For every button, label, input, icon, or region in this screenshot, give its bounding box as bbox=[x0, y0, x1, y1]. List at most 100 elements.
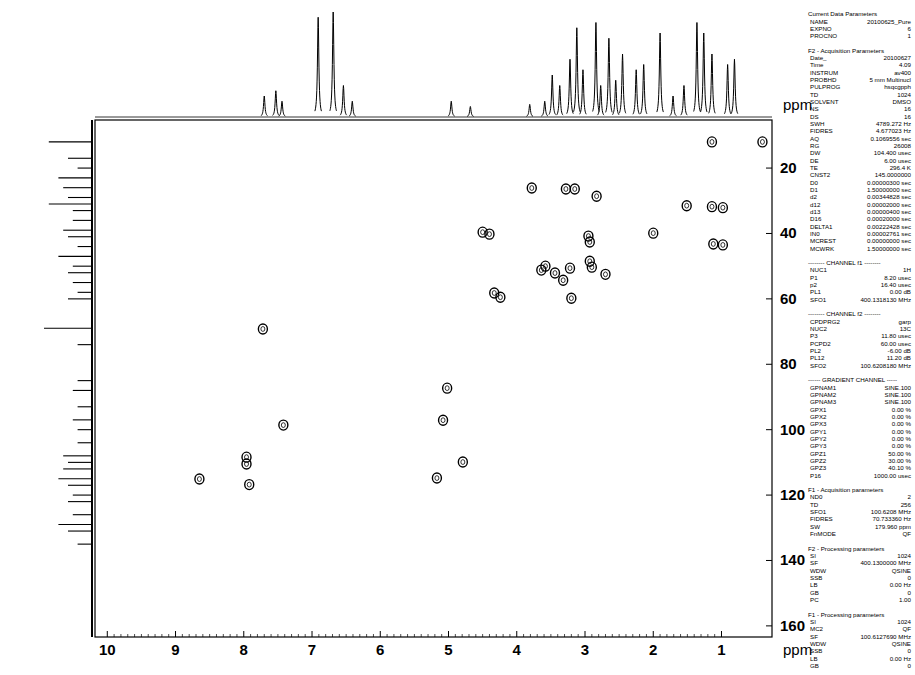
parameter-key: PCPD2 bbox=[810, 340, 831, 347]
parameter-key: SW bbox=[810, 523, 820, 530]
cross-peak bbox=[565, 263, 574, 273]
parameter-value: 256 bbox=[901, 501, 912, 508]
parameter-key: GPNAM2 bbox=[810, 391, 837, 398]
x-minor-tick bbox=[687, 634, 688, 637]
x-tick bbox=[448, 631, 449, 637]
x-minor-tick bbox=[141, 634, 142, 637]
x-minor-tick bbox=[325, 634, 326, 637]
parameter-heading: -------- CHANNEL f2 -------- bbox=[808, 310, 881, 317]
left-projection-peak bbox=[78, 406, 92, 407]
parameter-value: 0.1069556 sec bbox=[870, 135, 911, 142]
parameter-value: 0.00 % bbox=[892, 442, 912, 449]
cross-peak-inner bbox=[573, 187, 577, 192]
parameter-key: SFO2 bbox=[810, 362, 827, 369]
x-minor-tick bbox=[441, 634, 442, 637]
left-projection-peak bbox=[44, 328, 92, 329]
x-minor-tick bbox=[284, 634, 285, 637]
x-minor-tick bbox=[305, 634, 306, 637]
parameter-value: -6.00 dB bbox=[888, 347, 911, 354]
parameter-value: 0.00222428 sec bbox=[867, 223, 911, 230]
cross-peak-inner bbox=[710, 204, 714, 209]
x-minor-tick bbox=[605, 634, 606, 637]
x-minor-tick bbox=[625, 634, 626, 637]
parameter-value: 400.1300000 MHz bbox=[860, 559, 911, 566]
y-tick-label: 20 bbox=[780, 159, 797, 176]
parameter-key: Time bbox=[810, 61, 824, 68]
parameter-value: 20100625_Pure bbox=[867, 18, 912, 25]
cross-peak bbox=[718, 240, 727, 250]
cross-peak-inner bbox=[760, 140, 764, 145]
parameter-key: SWH bbox=[810, 120, 824, 127]
parameter-key: NUC1 bbox=[810, 266, 827, 273]
parameter-value: 2 bbox=[908, 493, 912, 500]
y-axis-title: ppm bbox=[783, 96, 812, 113]
cross-peak bbox=[485, 229, 494, 239]
x-tick-label: 3 bbox=[581, 641, 589, 658]
x-minor-tick bbox=[598, 634, 599, 637]
parameter-value: 100.6208180 MHz bbox=[860, 362, 911, 369]
parameter-heading: F2 - Acquisition Parameters bbox=[808, 47, 884, 54]
parameter-value: 11.20 dB bbox=[887, 354, 911, 361]
parameter-key: D16 bbox=[810, 215, 822, 222]
left-projection-peak bbox=[58, 256, 92, 257]
parameter-value: 0 bbox=[908, 647, 912, 654]
plot-frame bbox=[95, 120, 772, 637]
parameter-value: 4.09 bbox=[899, 61, 912, 68]
x-minor-tick bbox=[632, 634, 633, 637]
parameter-heading: F1 - Acquisition parameters bbox=[808, 486, 883, 493]
parameter-value: 0.00000000 sec bbox=[867, 237, 911, 244]
parameter-key: SI bbox=[810, 618, 816, 625]
background bbox=[0, 0, 915, 675]
x-minor-tick bbox=[509, 634, 510, 637]
x-minor-tick bbox=[216, 634, 217, 637]
parameter-value: 0.00002000 sec bbox=[867, 201, 911, 208]
cross-peak bbox=[432, 473, 441, 483]
peaks bbox=[195, 137, 767, 490]
parameter-value: 11.80 usec bbox=[881, 332, 911, 339]
cross-peak-inner bbox=[588, 240, 592, 245]
x-tick-label: 2 bbox=[649, 641, 657, 658]
x-minor-tick bbox=[182, 634, 183, 637]
parameter-key: PL12 bbox=[810, 354, 825, 361]
top-projection-peak bbox=[619, 54, 626, 113]
cross-peak bbox=[242, 459, 251, 469]
top-projection-peak bbox=[670, 96, 677, 116]
parameter-key: SSB bbox=[810, 574, 822, 581]
parameter-value: 0.00000300 sec bbox=[867, 179, 911, 186]
parameter-key: SF bbox=[810, 633, 818, 640]
parameter-key: LB bbox=[810, 581, 818, 588]
top-projection-peak bbox=[273, 91, 280, 116]
cross-peak-inner bbox=[595, 194, 599, 199]
cross-peak-inner bbox=[435, 476, 439, 481]
left-projection-peak bbox=[68, 298, 92, 299]
parameter-value: 26008 bbox=[894, 142, 912, 149]
top-projection-peak bbox=[556, 86, 563, 116]
cross-peak bbox=[718, 203, 727, 213]
parameter-key: GPNAM1 bbox=[810, 384, 837, 391]
x-minor-tick bbox=[475, 634, 476, 637]
parameter-value: 1.50000000 sec bbox=[867, 186, 911, 193]
cross-peak-inner bbox=[710, 140, 714, 145]
x-tick-label: 10 bbox=[99, 641, 116, 658]
cross-peak bbox=[458, 457, 467, 467]
parameter-value: 0.00 % bbox=[892, 420, 912, 427]
parameter-key: NAME bbox=[810, 18, 828, 25]
parameter-value: 1000.00 usec bbox=[874, 472, 911, 479]
parameter-key: GPZ3 bbox=[810, 464, 827, 471]
cross-peak bbox=[682, 201, 691, 211]
parameter-key: RG bbox=[810, 142, 819, 149]
parameter-key: NUC2 bbox=[810, 325, 827, 332]
left-projection-peak bbox=[68, 236, 92, 237]
cross-peak-inner bbox=[685, 203, 689, 208]
left-projection-peak bbox=[58, 478, 92, 479]
parameter-key: PULPROG bbox=[810, 83, 840, 90]
parameter-key: GPY1 bbox=[810, 428, 827, 435]
top-projection-peak bbox=[597, 86, 604, 116]
parameter-key: D0 bbox=[810, 179, 818, 186]
parameter-value: 4.677023 Hz bbox=[876, 127, 911, 134]
x-minor-tick bbox=[400, 634, 401, 637]
parameter-key: GPX3 bbox=[810, 420, 827, 427]
x-minor-tick bbox=[291, 634, 292, 637]
cross-peak-inner bbox=[441, 418, 445, 423]
top-projection-peak bbox=[330, 12, 337, 111]
